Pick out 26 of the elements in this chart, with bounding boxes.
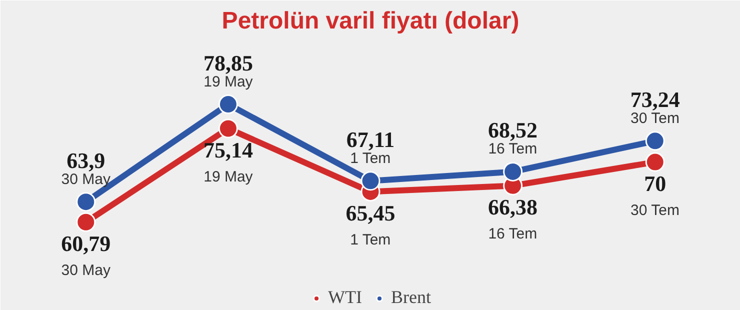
point — [645, 131, 665, 151]
data-label: 70 — [644, 171, 666, 196]
category-label: 19 May — [204, 73, 253, 90]
category-label: 30 May — [61, 262, 110, 280]
data-label: 78,85 — [203, 50, 253, 76]
category-label: 16 Tem — [488, 140, 538, 158]
data-label: 65,45 — [346, 200, 396, 226]
point — [218, 118, 238, 138]
category-label: 1 Tem — [350, 150, 391, 167]
data-label: 66,38 — [488, 194, 538, 220]
point — [76, 212, 96, 232]
point — [360, 171, 380, 191]
data-label: 68,52 — [488, 118, 538, 143]
data-label: 75,14 — [203, 138, 253, 163]
data-label: 60,79 — [61, 231, 111, 256]
point — [503, 162, 523, 182]
chart-title: Petrolün varil fiyatı (dolar) — [222, 8, 520, 34]
legend-label: WTI — [328, 287, 362, 308]
data-label: 63,9 — [66, 148, 106, 173]
point — [218, 94, 238, 114]
data-label: 67,11 — [346, 126, 395, 152]
point — [76, 192, 96, 212]
point — [645, 152, 665, 172]
legend-label: Brent — [390, 287, 431, 308]
data-label: 73,24 — [630, 86, 680, 112]
category-label: 30 Tem — [630, 110, 680, 127]
